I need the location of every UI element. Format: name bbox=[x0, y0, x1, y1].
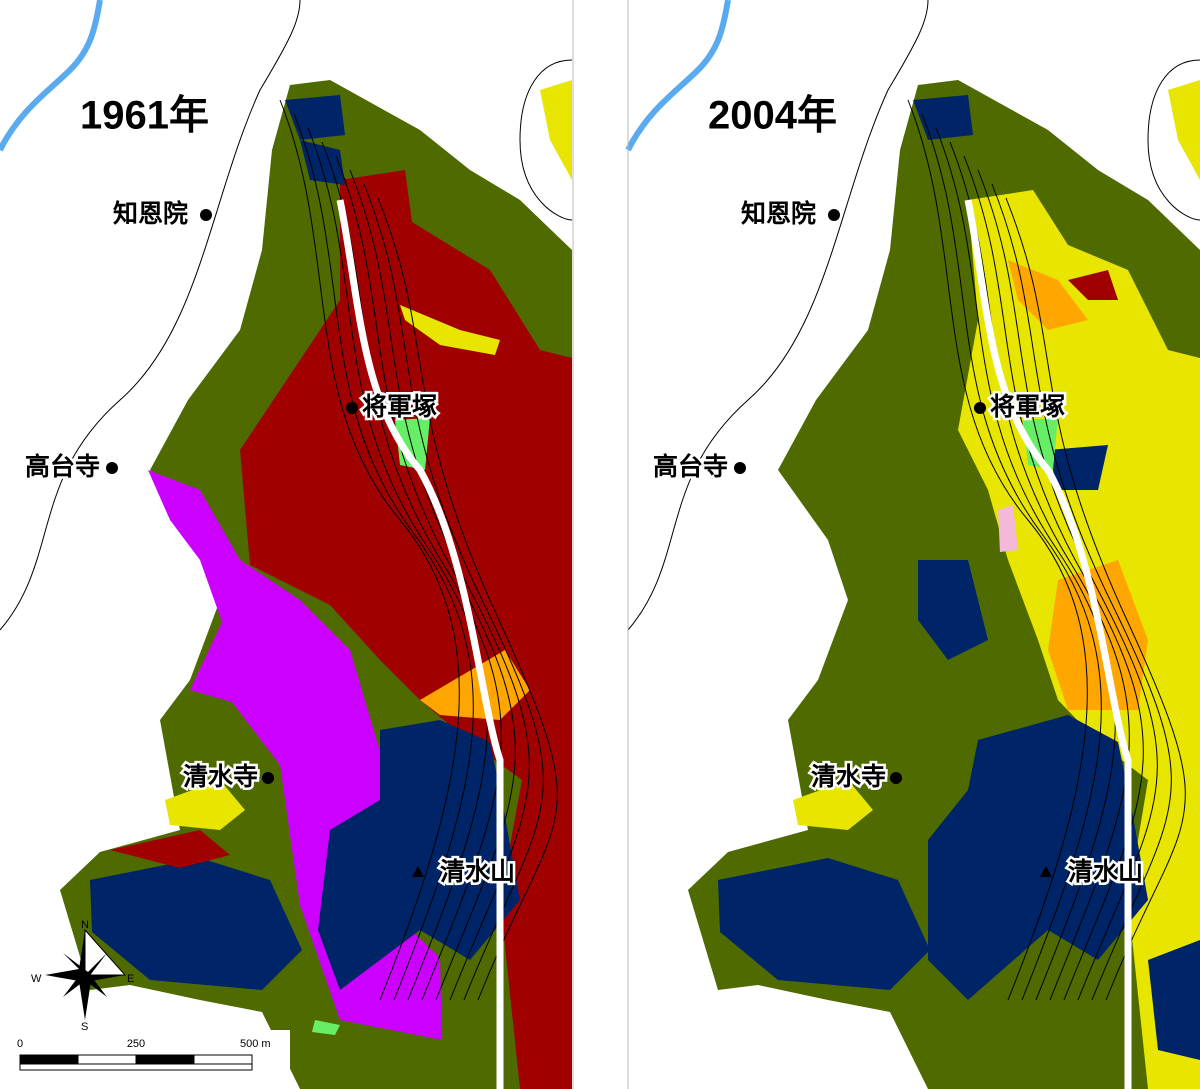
land-yellow bbox=[540, 80, 572, 180]
contour-line bbox=[307, 127, 488, 1001]
land-pink bbox=[998, 505, 1018, 552]
scale-label: 0 bbox=[17, 1038, 23, 1050]
compass-s: S bbox=[81, 1021, 88, 1033]
land-navy bbox=[1148, 940, 1200, 1060]
scale-segment bbox=[135, 1054, 195, 1065]
land-red bbox=[1068, 270, 1118, 300]
scale-label: 250 bbox=[127, 1038, 145, 1050]
compass-n: N bbox=[81, 919, 89, 931]
place-dot bbox=[106, 462, 118, 474]
scale-segment bbox=[19, 1063, 253, 1071]
river bbox=[625, 0, 731, 152]
contour-line bbox=[949, 141, 1130, 1001]
road bbox=[1147, 59, 1200, 221]
place-dot bbox=[734, 462, 746, 474]
land-orange bbox=[1008, 260, 1088, 330]
path-road bbox=[336, 199, 504, 1089]
path-road bbox=[964, 199, 1132, 1089]
place-dot bbox=[346, 402, 358, 414]
place-dot bbox=[890, 772, 902, 784]
place-label: 知恩院 bbox=[113, 199, 188, 228]
place-label: 高台寺 bbox=[25, 452, 100, 481]
contour-line bbox=[293, 113, 474, 1001]
compass-rose: N S E W bbox=[31, 919, 134, 1033]
road bbox=[627, 0, 929, 631]
contour-line bbox=[321, 141, 502, 1001]
compass-w: W bbox=[31, 973, 42, 985]
place-label: 清水山 bbox=[440, 857, 515, 886]
contour-line bbox=[977, 169, 1158, 1001]
compass-star bbox=[63, 953, 107, 997]
scale-bar: 0 250 500 m bbox=[0, 1030, 290, 1089]
land-green bbox=[312, 1020, 340, 1035]
contour-line bbox=[907, 99, 1088, 1001]
contour-line bbox=[921, 113, 1102, 1001]
land-red bbox=[240, 170, 572, 1089]
place-dot bbox=[262, 772, 274, 784]
road bbox=[0, 0, 301, 631]
land-navy bbox=[1048, 445, 1108, 490]
compass-star bbox=[84, 928, 127, 976]
place-label: 知恩院 bbox=[741, 199, 816, 228]
scale-segment bbox=[193, 1054, 253, 1065]
peak-marker bbox=[1040, 866, 1052, 877]
contour-line bbox=[349, 169, 530, 1001]
place-label: 将軍塚 bbox=[990, 392, 1065, 421]
land-navy bbox=[318, 720, 520, 990]
land-navy bbox=[718, 858, 930, 990]
land-yellow bbox=[400, 305, 500, 355]
land-yellow bbox=[793, 780, 873, 830]
contour-line bbox=[1005, 197, 1186, 1001]
place-label: 高台寺 bbox=[653, 452, 728, 481]
peak-marker bbox=[412, 866, 424, 877]
place-label: 清水寺 bbox=[183, 762, 258, 791]
land-yellow bbox=[1168, 80, 1200, 180]
land-navy bbox=[918, 560, 988, 660]
land-yellow bbox=[165, 780, 245, 830]
land-red bbox=[110, 830, 230, 868]
year-title: 1961年 bbox=[80, 94, 209, 138]
place-dot bbox=[974, 402, 986, 414]
contour-line bbox=[991, 183, 1172, 1001]
scale-label: 500 m bbox=[240, 1038, 271, 1050]
scale-segment bbox=[19, 1054, 79, 1065]
year-title: 2004年 bbox=[708, 94, 837, 138]
contour-line bbox=[279, 99, 460, 1001]
scale-segment bbox=[77, 1054, 137, 1065]
place-label: 将軍塚 bbox=[362, 392, 437, 421]
contour-line bbox=[377, 197, 558, 1001]
river bbox=[0, 0, 103, 152]
place-dot bbox=[828, 209, 840, 221]
place-dot bbox=[200, 209, 212, 221]
land-orange bbox=[420, 650, 530, 720]
compass-e: E bbox=[127, 973, 134, 985]
land-navy bbox=[90, 858, 302, 990]
contour-line bbox=[363, 183, 544, 1001]
contour-line bbox=[935, 127, 1116, 1001]
road bbox=[519, 59, 573, 221]
place-label: 清水山 bbox=[1068, 857, 1143, 886]
place-label: 清水寺 bbox=[811, 762, 886, 791]
